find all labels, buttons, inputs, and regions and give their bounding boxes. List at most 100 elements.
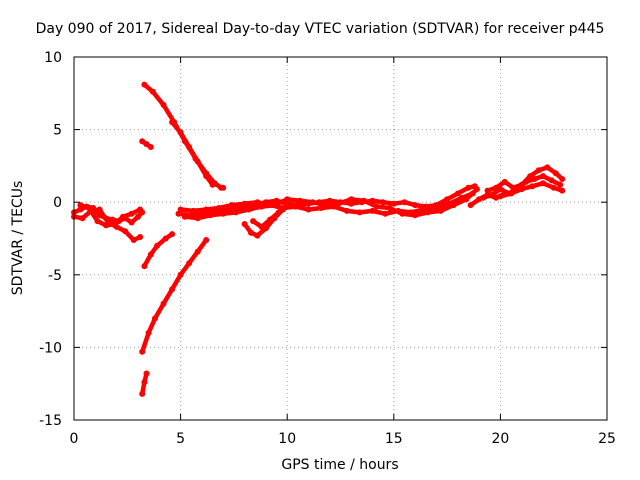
data-point: [361, 197, 367, 204]
data-point: [454, 190, 461, 197]
data-point: [348, 200, 355, 207]
data-point: [424, 209, 431, 216]
data-point: [382, 210, 389, 217]
y-tick-label: -5: [48, 268, 62, 284]
data-point: [145, 329, 152, 336]
data-point: [335, 200, 342, 207]
data-point: [194, 158, 201, 165]
data-point: [143, 370, 150, 377]
y-tick-label: 0: [53, 195, 62, 211]
x-tick-label: 0: [70, 431, 79, 447]
data-point: [169, 286, 176, 293]
data-point: [527, 173, 534, 180]
data-point: [120, 213, 126, 220]
y-tick-label: -10: [39, 340, 62, 356]
y-tick-label: 10: [44, 50, 62, 66]
data-point: [267, 216, 274, 223]
data-point: [96, 206, 103, 213]
data-point: [160, 300, 167, 307]
data-point: [233, 209, 239, 216]
data-point: [203, 237, 210, 243]
series-group: [71, 81, 566, 397]
data-point: [245, 206, 252, 213]
y-tick-label: 5: [53, 123, 62, 139]
data-point: [216, 205, 222, 211]
data-point: [467, 202, 474, 209]
data-point: [162, 235, 169, 242]
data-point: [141, 379, 148, 386]
data-point: [373, 203, 380, 210]
data-point: [473, 186, 480, 193]
x-tick-label: 10: [278, 431, 296, 447]
data-point: [484, 187, 491, 194]
data-point: [322, 202, 329, 209]
data-point: [552, 170, 559, 177]
data-point: [94, 218, 101, 225]
data-point: [544, 164, 551, 171]
data-point: [169, 119, 176, 126]
data-point: [518, 181, 525, 188]
data-point: [203, 206, 210, 213]
data-point: [169, 231, 176, 238]
data-point: [220, 210, 227, 217]
data-point: [508, 190, 515, 197]
data-point: [297, 197, 303, 204]
data-point: [137, 234, 144, 240]
data-point: [401, 199, 408, 206]
data-point: [79, 215, 86, 222]
data-point: [529, 183, 536, 190]
data-point: [207, 212, 214, 219]
data-point: [501, 190, 508, 197]
data-point: [292, 203, 299, 210]
data-point: [194, 248, 201, 255]
data-point: [271, 202, 278, 209]
plot-area: [74, 57, 607, 420]
data-point: [258, 223, 265, 230]
data-point: [77, 202, 84, 209]
data-point: [254, 232, 261, 239]
data-point: [412, 202, 419, 209]
data-point: [510, 184, 517, 191]
data-point: [343, 207, 350, 214]
data-point: [139, 138, 146, 145]
data-point: [275, 209, 282, 216]
data-point: [154, 242, 161, 249]
data-point: [380, 199, 387, 206]
data-point: [484, 191, 491, 198]
data-point: [128, 219, 135, 226]
data-point: [194, 215, 201, 222]
data-point: [501, 178, 508, 185]
data-point: [305, 206, 312, 213]
data-point: [135, 213, 141, 220]
data-point: [160, 101, 167, 108]
data-point: [141, 81, 148, 88]
data-point: [220, 184, 227, 191]
x-axis-label: GPS time / hours: [281, 457, 399, 473]
data-point: [209, 181, 216, 188]
data-point: [248, 229, 254, 236]
data-point: [139, 348, 146, 355]
data-point: [137, 206, 144, 213]
data-point: [559, 187, 566, 194]
data-point: [369, 207, 376, 214]
data-point: [186, 260, 193, 267]
x-tick-label: 25: [598, 431, 616, 447]
data-point: [103, 222, 109, 229]
data-point: [241, 221, 248, 227]
data-point: [412, 212, 419, 219]
data-point: [557, 181, 564, 188]
data-point: [241, 200, 248, 207]
data-point: [540, 180, 546, 187]
data-point: [141, 263, 148, 270]
data-point: [348, 196, 355, 203]
x-tick-label: 5: [176, 431, 185, 447]
y-tick-label: -15: [39, 413, 62, 429]
data-point: [152, 315, 158, 322]
data-point: [550, 184, 557, 191]
data-point: [535, 167, 542, 174]
data-point: [250, 218, 257, 225]
data-point: [493, 184, 500, 191]
plot-frame: [73, 56, 608, 421]
ticks: 0 5 10 15 20 25 -15 -10 -5 0 5 10: [39, 50, 616, 447]
